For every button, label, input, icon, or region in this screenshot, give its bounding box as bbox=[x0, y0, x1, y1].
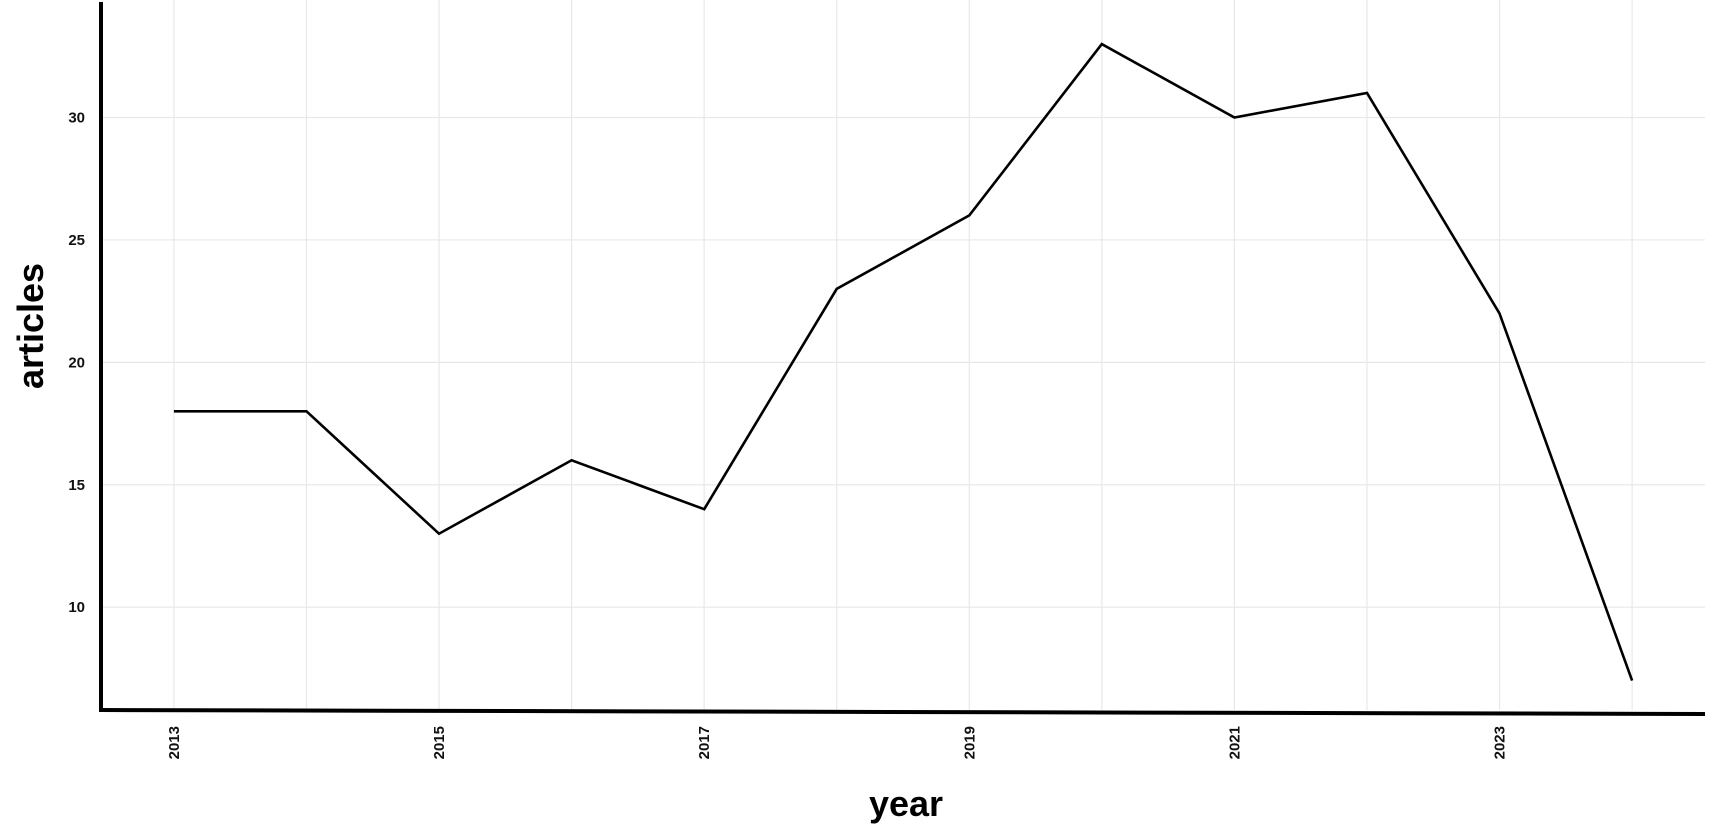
labels-layer: 10 15 20 25 30 2013 2015 2017 2019 2021 2023 bbox=[68, 110, 1508, 760]
axes-layer bbox=[98, 2, 1706, 716]
series-line bbox=[173, 42, 1634, 682]
grid-layer bbox=[101, 0, 1705, 710]
y-tick-label: 15 bbox=[68, 477, 85, 494]
y-axis-title: articles bbox=[10, 263, 51, 389]
x-tick-label: 2019 bbox=[961, 726, 978, 759]
x-tick-label: 2021 bbox=[1226, 726, 1243, 759]
y-tick-label: 10 bbox=[68, 599, 85, 616]
x-tick-label: 2017 bbox=[696, 726, 713, 759]
y-tick-label: 20 bbox=[68, 354, 85, 371]
x-tick-label: 2013 bbox=[166, 726, 183, 759]
x-tick-label: 2015 bbox=[431, 726, 448, 759]
x-tick-label: 2023 bbox=[1492, 726, 1509, 759]
x-axis-line bbox=[98, 708, 1706, 716]
series-layer bbox=[173, 42, 1634, 682]
y-tick-label: 25 bbox=[68, 232, 85, 249]
x-axis-title: year bbox=[869, 783, 943, 824]
y-tick-label: 30 bbox=[68, 110, 85, 127]
